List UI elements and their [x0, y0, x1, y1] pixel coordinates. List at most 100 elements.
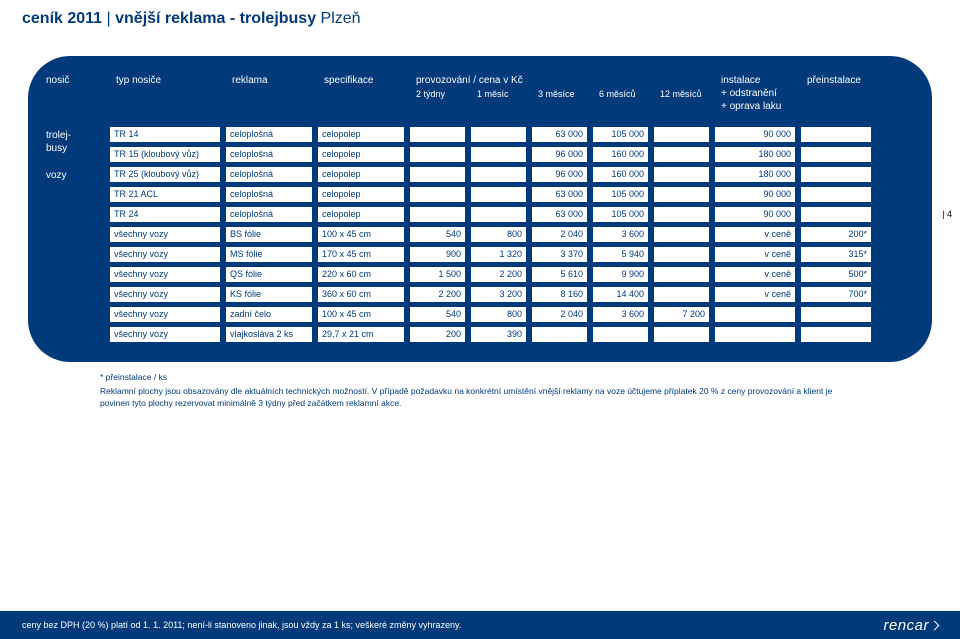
table-row: všechny vozyBS fólie100 x 45 cm5408002 0… [110, 227, 914, 242]
table-cell: 105 000 [593, 127, 648, 142]
table-cell: 2 040 [532, 227, 587, 242]
table-cell: všechny vozy [110, 227, 220, 242]
table-cell: 63 000 [532, 127, 587, 142]
table-cell: celoplošná [226, 207, 312, 222]
brand-logo: rencar [883, 617, 938, 634]
table-cell: celopolep [318, 147, 404, 162]
table-cell: TR 21 ACL [110, 187, 220, 202]
table-cell: 160 000 [593, 147, 648, 162]
table-cell: 100 x 45 cm [318, 307, 404, 322]
table-cell: celopolep [318, 187, 404, 202]
footnote-2: Reklamní plochy jsou obsazovány dle aktu… [100, 386, 860, 410]
table-cell: 160 000 [593, 167, 648, 182]
title-sep: | [102, 10, 115, 27]
table-cell: 105 000 [593, 187, 648, 202]
table-row: všechny vozyKS fólie360 x 60 cm2 2003 20… [110, 287, 914, 302]
table-cell: 200* [801, 227, 871, 242]
table-cell: QS fólie [226, 267, 312, 282]
table-cell [654, 327, 709, 342]
table-cell: 3 200 [471, 287, 526, 302]
table-cell: v ceně [715, 267, 795, 282]
table-cell: 96 000 [532, 147, 587, 162]
table-cell [801, 147, 871, 162]
hdr-provoz: provozování / cena v Kč [416, 74, 715, 87]
table-cell: 8 160 [532, 287, 587, 302]
table-cell: zadní čelo [226, 307, 312, 322]
hdr-spec: specifikace [324, 74, 410, 87]
table-cell: 540 [410, 307, 465, 322]
title-prefix: ceník 2011 [22, 10, 102, 27]
table-cell: 96 000 [532, 167, 587, 182]
table-cell: 315* [801, 247, 871, 262]
table-cell: 170 x 45 cm [318, 247, 404, 262]
table-cell [593, 327, 648, 342]
table-row: TR 14celoplošnácelopolep63 000105 00090 … [110, 127, 914, 142]
table-cell: celopolep [318, 207, 404, 222]
footnote-1: * přeinstalace / ks [100, 372, 860, 384]
table-cell: 29,7 x 21 cm [318, 327, 404, 342]
table-cell [410, 127, 465, 142]
price-table-block: nosič typ nosiče reklama specifikace pro… [28, 56, 932, 362]
hdr-typ: typ nosiče [116, 74, 226, 87]
table-cell [471, 167, 526, 182]
hdr-sub-4: 12 měsíců [660, 89, 715, 101]
table-cell: v ceně [715, 227, 795, 242]
table-cell: TR 14 [110, 127, 220, 142]
table-cell: 63 000 [532, 187, 587, 202]
table-cell: TR 24 [110, 207, 220, 222]
hdr-provoz-group: provozování / cena v Kč 2 týdny 1 měsíc … [416, 74, 715, 101]
table-cell: 700* [801, 287, 871, 302]
table-cell: 1 500 [410, 267, 465, 282]
table-cell: 390 [471, 327, 526, 342]
table-cell: 800 [471, 307, 526, 322]
table-cell [410, 207, 465, 222]
hdr-sub-0: 2 týdny [416, 89, 471, 101]
table-cell: 500* [801, 267, 871, 282]
table-cell: vlajkosláva 2 ks [226, 327, 312, 342]
table-cell: celopolep [318, 127, 404, 142]
group-vozy: vozy [46, 169, 96, 182]
table-cell: 90 000 [715, 127, 795, 142]
table-row: všechny vozyMS fólie170 x 45 cm9001 3203… [110, 247, 914, 262]
table-cell [654, 167, 709, 182]
hdr-reklama: reklama [232, 74, 318, 87]
table-cell [654, 127, 709, 142]
group-trolejbusy: trolej- busy [46, 129, 96, 155]
table-cell: 220 x 60 cm [318, 267, 404, 282]
page-title: ceník 2011 | vnější reklama - trolejbusy… [0, 0, 960, 28]
table-cell: všechny vozy [110, 267, 220, 282]
table-cell: 2 200 [471, 267, 526, 282]
table-cell [654, 267, 709, 282]
table-cell [654, 147, 709, 162]
table-cell: všechny vozy [110, 247, 220, 262]
hdr-preinst: přeinstalace [807, 74, 877, 87]
table-row: TR 21 ACLceloplošnácelopolep63 000105 00… [110, 187, 914, 202]
table-cell [471, 187, 526, 202]
table-cell: 9 900 [593, 267, 648, 282]
table-cell: všechny vozy [110, 307, 220, 322]
table-cell [801, 327, 871, 342]
table-cell: všechny vozy [110, 327, 220, 342]
table-cell: 540 [410, 227, 465, 242]
table-cell: 5 940 [593, 247, 648, 262]
table-cell: 900 [410, 247, 465, 262]
table-cell: MS fólie [226, 247, 312, 262]
table-cell [654, 187, 709, 202]
table-cell: 800 [471, 227, 526, 242]
table-cell [654, 287, 709, 302]
table-cell: v ceně [715, 287, 795, 302]
table-cell [410, 187, 465, 202]
table-row: všechny vozy vlajkosláva 2 ks 29,7 x 21 cm… [110, 327, 914, 342]
table-cell: 100 x 45 cm [318, 227, 404, 242]
table-header: nosič typ nosiče reklama specifikace pro… [46, 74, 914, 113]
table-cell [801, 187, 871, 202]
footer-text: ceny bez DPH (20 %) platí od 1. 1. 2011;… [22, 620, 461, 630]
table-row: TR 15 (kloubový vůz)celoplošnácelopolep9… [110, 147, 914, 162]
table-cell: celoplošná [226, 147, 312, 162]
table-cell: KS fólie [226, 287, 312, 302]
table-cell [715, 307, 795, 322]
table-cell: 105 000 [593, 207, 648, 222]
title-suffix: Plzeň [316, 10, 360, 27]
table-cell [801, 167, 871, 182]
footnotes: * přeinstalace / ks Reklamní plochy jsou… [100, 372, 860, 410]
